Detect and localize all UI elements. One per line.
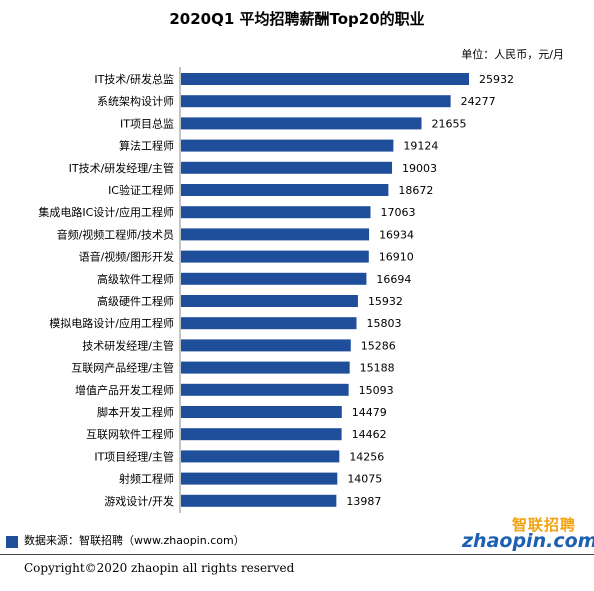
bar — [181, 428, 342, 441]
bar — [181, 494, 337, 507]
category-label: 技术研发经理/主管 — [82, 338, 174, 352]
bar — [181, 228, 370, 241]
category-label: 游戏设计/开发 — [104, 494, 174, 508]
bar — [181, 406, 342, 418]
data-source: 数据来源：智联招聘（www.zhaopin.com） — [24, 534, 245, 547]
footer-divider — [0, 554, 594, 555]
data-label: 19124 — [403, 140, 438, 153]
category-label: 高级软件工程师 — [97, 272, 174, 286]
bar — [181, 139, 394, 152]
data-label: 15093 — [359, 384, 394, 397]
data-label: 14075 — [347, 473, 382, 486]
category-label: 互联网软件工程师 — [86, 427, 174, 441]
category-label: 算法工程师 — [119, 139, 174, 153]
category-label: IC验证工程师 — [108, 183, 174, 197]
category-label: 互联网产品经理/主管 — [71, 361, 174, 375]
source-marker — [6, 536, 18, 548]
bar — [181, 361, 350, 374]
category-label: 增值产品开发工程师 — [75, 383, 174, 397]
data-label: 19003 — [402, 162, 437, 175]
data-label: 13987 — [346, 495, 381, 508]
chart-title: 2020Q1 平均招聘薪酬Top20的职业 — [169, 10, 425, 28]
data-label: 14462 — [352, 428, 387, 441]
bar — [181, 383, 349, 396]
category-label: 集成电路IC设计/应用工程师 — [38, 205, 174, 219]
bar — [181, 161, 393, 174]
bar — [181, 95, 451, 108]
bar — [181, 450, 340, 463]
category-label: IT项目经理/主管 — [94, 449, 174, 463]
category-label: 语音/视频/图形开发 — [79, 250, 174, 264]
data-label: 16910 — [379, 251, 414, 264]
data-label: 14256 — [349, 450, 384, 463]
data-label: 15803 — [367, 317, 402, 330]
logo-en-text: zhaopin.com — [462, 530, 594, 552]
data-label: 15188 — [360, 362, 395, 375]
category-label: 脚本开发工程师 — [97, 405, 174, 419]
bar — [181, 317, 357, 330]
category-label: 音频/视频工程师/技术员 — [57, 227, 174, 241]
data-label: 17063 — [381, 206, 416, 219]
bar — [181, 73, 469, 85]
data-label: 24277 — [461, 95, 496, 108]
bar — [181, 206, 371, 219]
copyright: Copyright©2020 zhaopin all rights reserv… — [24, 561, 295, 575]
data-label: 16934 — [379, 228, 414, 241]
bar — [181, 184, 389, 196]
category-label: IT项目总监 — [120, 116, 174, 130]
bar — [181, 272, 367, 285]
bar — [181, 472, 338, 485]
logo-cn-text: 智联招聘 — [511, 516, 576, 534]
data-label: 14479 — [352, 406, 387, 419]
data-label: 15286 — [361, 339, 396, 352]
category-label: 系统架构设计师 — [97, 94, 174, 108]
data-label: 25932 — [479, 73, 514, 86]
data-label: 16694 — [376, 273, 411, 286]
data-label: 18672 — [398, 184, 433, 197]
category-label: 射频工程师 — [119, 472, 174, 486]
bar — [181, 339, 351, 352]
category-label: 模拟电路设计/应用工程师 — [49, 316, 174, 330]
bar-chart: IT技术/研发总监 25932 系统架构设计师 24277 IT项目总监 21655 算法工… — [38, 67, 514, 513]
data-label: 15932 — [368, 295, 403, 308]
bar — [181, 117, 422, 130]
unit-label: 单位：人民币，元/月 — [461, 48, 564, 61]
zhaopin-logo: 智联招聘 zhaopin.com — [462, 514, 594, 552]
bar — [181, 295, 358, 307]
bar — [181, 250, 369, 263]
category-label: IT技术/研发总监 — [94, 72, 174, 86]
category-label: IT技术/研发经理/主管 — [69, 161, 174, 175]
data-label: 21655 — [431, 117, 466, 130]
category-label: 高级硬件工程师 — [97, 294, 174, 308]
